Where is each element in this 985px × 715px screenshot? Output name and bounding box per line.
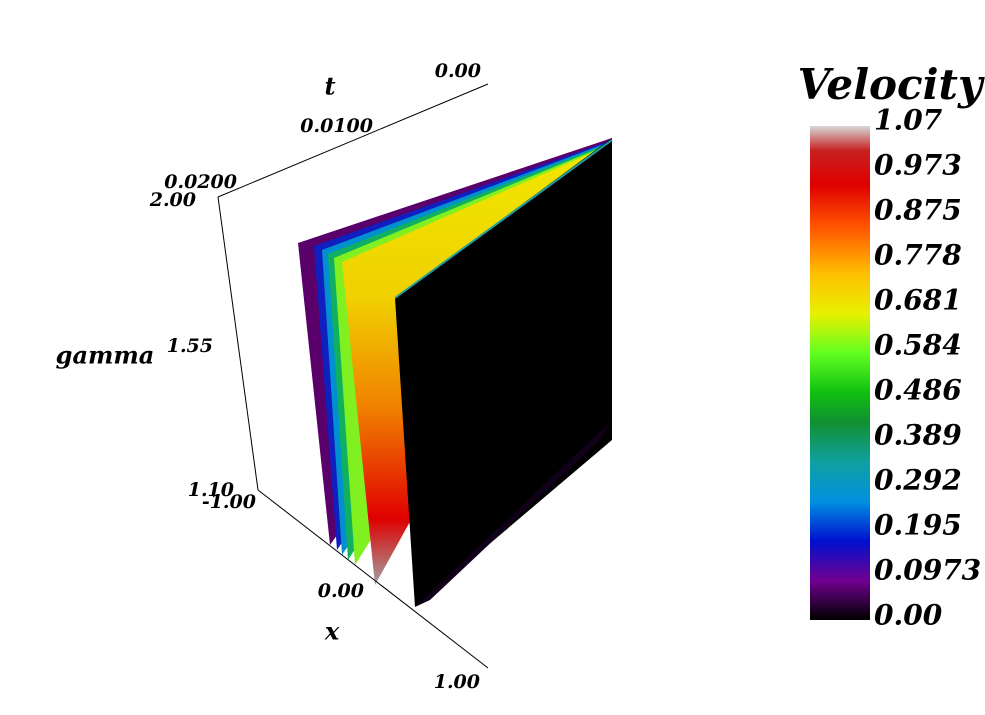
colorbar-label: 0.389 — [874, 419, 962, 452]
tick-label: 0.00 — [435, 60, 481, 82]
x-axis — [257, 489, 489, 669]
colorbar-label: 0.778 — [874, 239, 962, 272]
tick-label: -1.00 — [202, 491, 256, 513]
colorbar: Velocity 1.07 0.973 0.875 0.778 0.681 0.584 0.… — [798, 60, 985, 632]
colorbar-label: 0.0973 — [874, 554, 981, 587]
axis-title: x — [324, 617, 340, 646]
colorbar-label: 1.07 — [874, 104, 943, 137]
tick-label: 1.55 — [167, 335, 213, 357]
axis-title: gamma — [56, 341, 155, 370]
colorbar-label: 0.195 — [874, 509, 962, 542]
colorbar-label: 0.973 — [874, 149, 962, 182]
colorbar-label: 0.486 — [874, 374, 962, 407]
tick-label: 2.00 — [149, 189, 196, 211]
colorbar-label: 0.292 — [874, 464, 962, 497]
color-scale — [810, 126, 870, 620]
colorbar-label: 0.875 — [874, 194, 962, 227]
tick-label: 0.0100 — [300, 115, 373, 137]
axis-title: t — [324, 72, 335, 101]
tick-label: 0.0200 — [164, 171, 237, 193]
tick-label: 1.00 — [434, 671, 480, 693]
t-axis — [217, 83, 489, 198]
colorbar-label: 0.681 — [874, 284, 962, 317]
gamma-axis — [217, 196, 259, 491]
tick-label: 0.00 — [318, 580, 364, 602]
colorbar-title: Velocity — [798, 60, 985, 109]
surface — [298, 138, 613, 607]
colorbar-label: 0.584 — [874, 329, 962, 362]
axes: t 0.00 0.0100 0.0200 gamma 2.00 1.55 1.1… — [56, 60, 489, 693]
tick-label: 1.10 — [188, 479, 234, 501]
colorbar-label: 0.00 — [874, 599, 943, 632]
